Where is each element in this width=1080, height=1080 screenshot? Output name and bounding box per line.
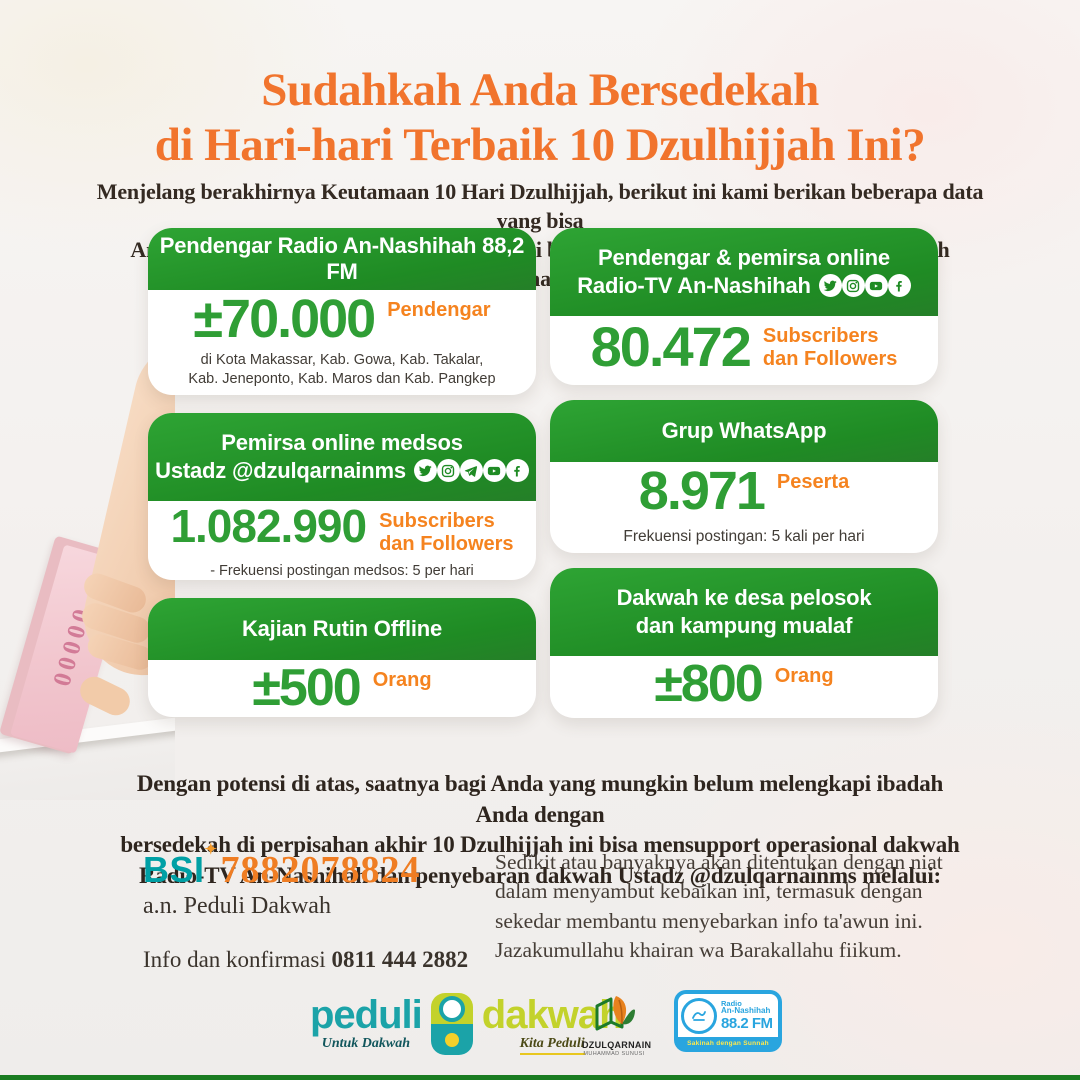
radio-word: Radio <box>721 998 742 1008</box>
stat-value: ±70.000 <box>193 289 376 349</box>
bsi-logo: BSI ✦ <box>143 841 218 890</box>
stat-unit: Pendengar <box>387 299 491 321</box>
telegram-icon <box>459 459 483 483</box>
radio-name: An-Nashihah <box>721 1006 771 1016</box>
hand-finger <box>78 599 154 647</box>
banknote-text: 00000 <box>46 605 95 693</box>
peduli-wordmark: peduli <box>310 993 423 1037</box>
stat-value: ±800 <box>654 655 763 713</box>
page-title: Sudahkah Anda Bersedekah di Hari-hari Te… <box>0 63 1080 172</box>
stat-value: 1.082.990 <box>170 500 367 552</box>
radio-frequency: 88.2 FM <box>721 1015 773 1033</box>
card-kajian-offline-body: ±500 Orang <box>148 660 536 717</box>
instagram-icon <box>436 459 460 483</box>
stat-unit: Peserta <box>776 471 850 493</box>
card-grup-whatsapp-body: 8.971 Peserta Frekuensi postingan: 5 kal… <box>550 462 938 553</box>
info-phone-number: 0811 444 2882 <box>331 947 469 972</box>
stat-note: Frekuensi postingan: 5 kali per hari <box>623 528 865 546</box>
stat-value: 80.472 <box>590 315 752 378</box>
stat-value: ±500 <box>252 659 361 717</box>
card-medsos-ustadz-header: Pemirsa online medsos Ustadz @dzulqarnai… <box>148 413 536 501</box>
card-title-line2: Ustadz @dzulqarnainms <box>155 458 406 483</box>
stat-note: - Frekuensi postingan medsos: 5 per hari… <box>210 563 474 579</box>
page-title-line2: di Hari-hari Terbaik 10 Dzulhijjah Ini? <box>154 119 926 171</box>
youtube-icon <box>864 274 888 298</box>
card-radio-listeners: Pendengar Radio An-Nashihah 88,2 FM ±70.… <box>148 228 536 395</box>
hand-finger <box>80 569 150 617</box>
info-confirmation: Info dan konfirmasi 0811 444 2882 <box>143 947 469 972</box>
stat-unit: Orang <box>372 669 432 691</box>
hand-finger <box>84 631 156 673</box>
card-dakwah-pelosok-header: Dakwah ke desa pelosok dan kampung muala… <box>550 568 938 656</box>
card-dakwah-pelosok-body: ±800 Orang <box>550 656 938 718</box>
banknote-back <box>0 535 129 755</box>
donation-block: BSI ✦ 7882078824 a.n. Peduli Dakwah Info… <box>143 841 488 973</box>
intro-line1: Menjelang berakhirnya Keutamaan 10 Hari … <box>96 179 984 234</box>
dzulqarnain-logo: DZULQARNAIN MUHAMMAD SUNUSI <box>582 992 652 1057</box>
cards-column-right: Pendengar & pemirsa online Radio-TV An-N… <box>550 228 938 718</box>
card-online-radio-tv: Pendengar & pemirsa online Radio-TV An-N… <box>550 228 938 385</box>
closing-paragraph: Dengan potensi di atas, saatnya bagi And… <box>120 771 960 888</box>
card-title: Kajian Rutin Offline <box>241 615 443 641</box>
card-kajian-offline: Kajian Rutin Offline ±500 Orang <box>148 598 536 717</box>
radio-emblem-icon <box>681 997 717 1034</box>
banknote: 00000 <box>10 544 130 754</box>
cards-column-left: Pendengar Radio An-Nashihah 88,2 FM ±70.… <box>148 228 536 717</box>
card-radio-listeners-header: Pendengar Radio An-Nashihah 88,2 FM <box>148 228 536 290</box>
dzulqarnain-name: DZULQARNAIN <box>582 1040 652 1050</box>
card-title-line1: Pendengar & pemirsa online <box>598 244 890 270</box>
card-grup-whatsapp-header: Grup WhatsApp <box>550 400 938 462</box>
youtube-icon <box>482 459 506 483</box>
message-paragraph: Sedikit atau banyaknya akan ditentukan d… <box>495 850 943 933</box>
stat-note: di Kota Makassar, Kab. Gowa, Kab. Takala… <box>188 352 496 388</box>
card-dakwah-pelosok: Dakwah ke desa pelosok dan kampung muala… <box>550 568 938 718</box>
card-title: Pendengar Radio An-Nashihah 88,2 FM <box>159 232 525 284</box>
facebook-icon <box>505 459 529 483</box>
stat-value: 8.971 <box>638 461 766 521</box>
dzulqarnain-subname: MUHAMMAD SUNUSI <box>583 1051 645 1057</box>
dua-paragraph: Jazakumullahu khairan wa Barakallahu fii… <box>495 938 902 963</box>
card-title-line1: Pemirsa online medsos <box>221 429 463 455</box>
bottom-accent-bar <box>0 1075 1080 1080</box>
peduli-dakwah-logo: peduli Untuk Dakwah dakwah Kita Peduli <box>310 993 623 1055</box>
account-name: a.n. Peduli Dakwah <box>143 893 331 919</box>
twitter-icon <box>413 459 437 483</box>
card-grup-whatsapp: Grup WhatsApp 8.971 Peserta Frekuensi po… <box>550 400 938 553</box>
card-title-line2: Radio-TV An-Nashihah <box>577 273 811 298</box>
stat-unit: Subscribers dan Followers <box>379 510 514 555</box>
card-medsos-ustadz-body: 1.082.990 Subscribers dan Followers - Fr… <box>148 501 536 580</box>
hand-thumb <box>75 672 135 720</box>
social-icons <box>413 459 529 483</box>
book-leaf-icon <box>589 992 639 1038</box>
social-icons <box>818 274 911 298</box>
dakwah-tagline: Kita Peduli <box>519 1036 585 1055</box>
radio-annashihah-logo: Radio An-Nashihah 88.2 FM Sakinah dengan… <box>676 992 780 1050</box>
peduli-tagline: Untuk Dakwah <box>321 1036 411 1051</box>
peduli-dakwah-icon <box>430 993 473 1055</box>
card-title-line2: dan kampung mualaf <box>635 613 853 638</box>
message-block: Sedikit atau banyaknya akan ditentukan d… <box>495 848 965 966</box>
card-kajian-offline-header: Kajian Rutin Offline <box>148 598 536 660</box>
radio-tagline: Sakinah dengan Sunnah <box>687 1040 769 1047</box>
stat-unit: Orang <box>774 665 834 687</box>
donation-box-edge <box>0 712 175 757</box>
card-radio-listeners-body: ±70.000 Pendengar di Kota Makassar, Kab.… <box>148 290 536 395</box>
instagram-icon <box>841 274 865 298</box>
facebook-icon <box>887 274 911 298</box>
stat-unit: Subscribers dan Followers <box>762 325 898 370</box>
card-online-radio-tv-header: Pendengar & pemirsa online Radio-TV An-N… <box>550 228 938 316</box>
card-medsos-ustadz: Pemirsa online medsos Ustadz @dzulqarnai… <box>148 413 536 580</box>
card-online-radio-tv-body: 80.472 Subscribers dan Followers <box>550 316 938 383</box>
card-title-line1: Dakwah ke desa pelosok <box>616 584 872 610</box>
card-title: Grup WhatsApp <box>661 417 827 443</box>
twitter-icon <box>818 274 842 298</box>
page-title-line1: Sudahkah Anda Bersedekah <box>261 64 819 117</box>
bsi-star-icon: ✦ <box>204 841 218 858</box>
account-number: 7882078824 <box>220 849 421 891</box>
